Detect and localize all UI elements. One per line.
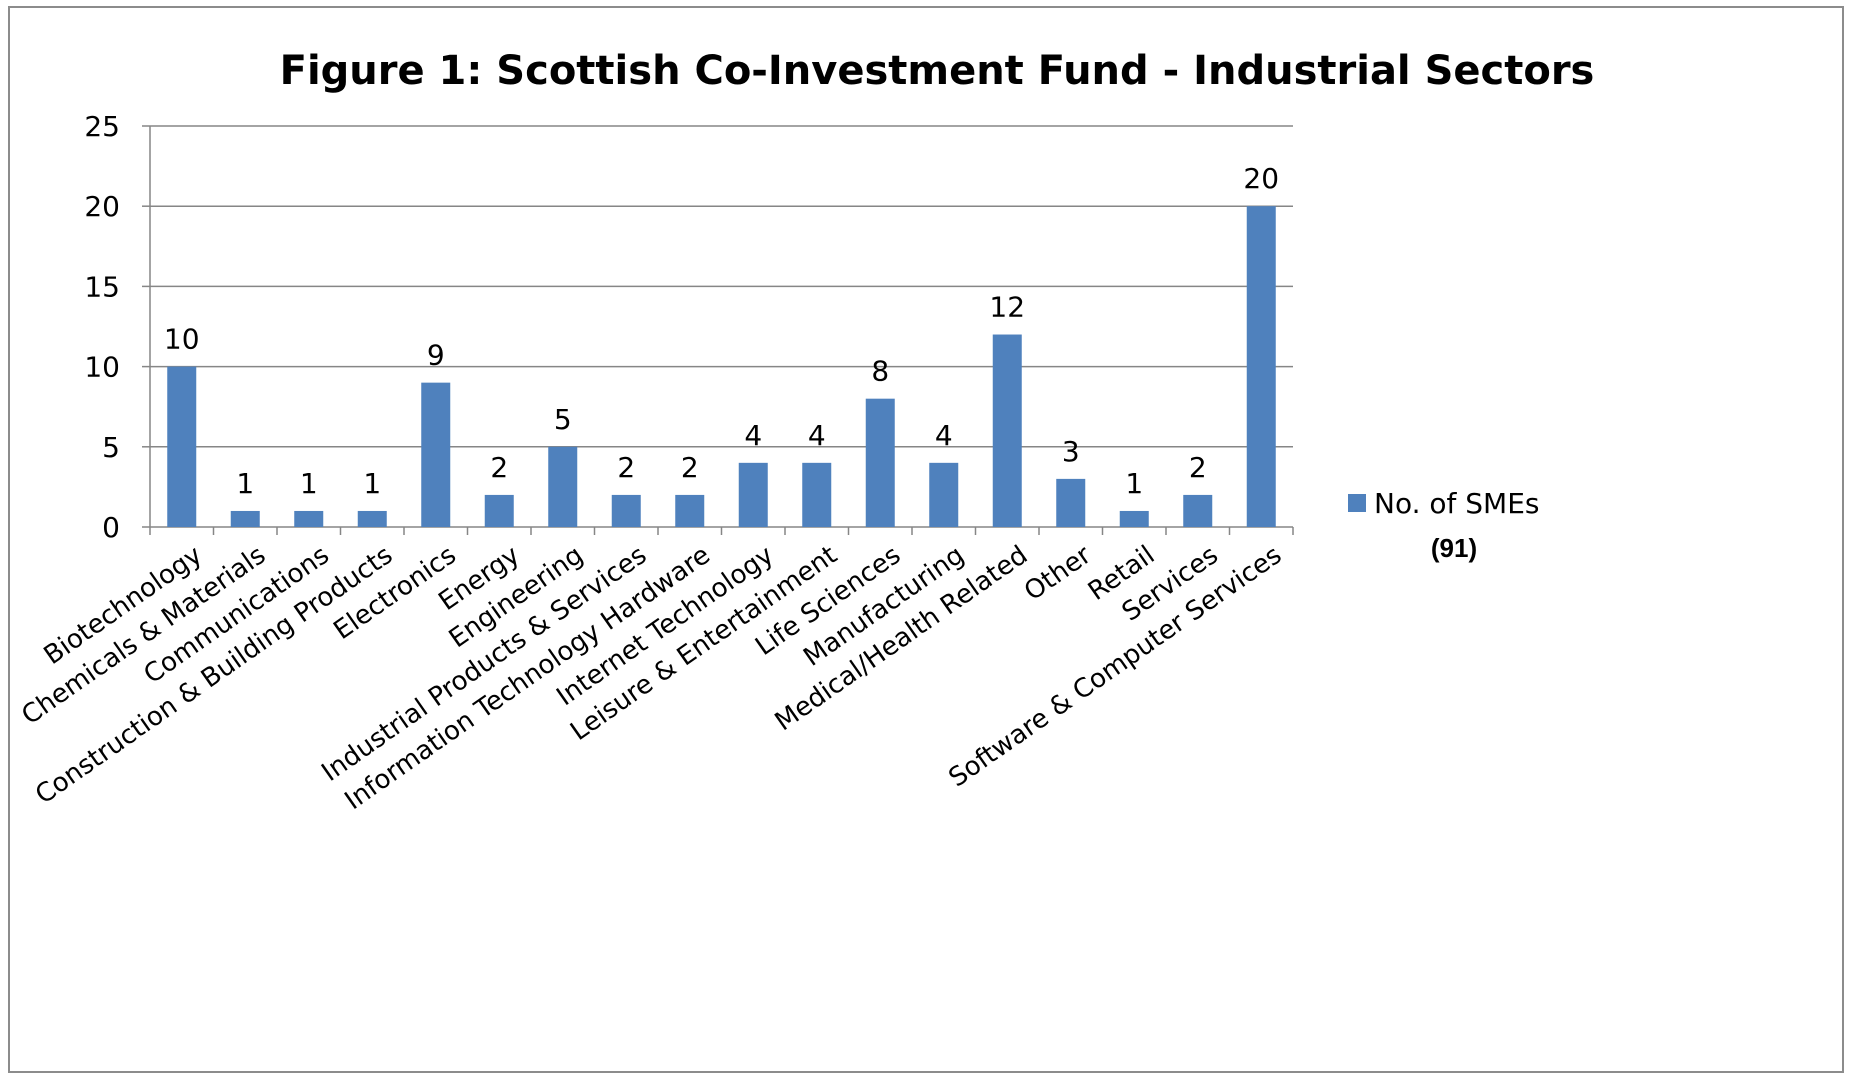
data-label: 10 xyxy=(164,323,200,356)
bar-13 xyxy=(992,334,1022,527)
data-label: 4 xyxy=(935,419,953,452)
bars xyxy=(167,206,1276,527)
bar-2 xyxy=(294,510,324,527)
bar-10 xyxy=(802,462,832,527)
bar-3 xyxy=(357,510,387,527)
bar-15 xyxy=(1119,510,1149,527)
data-label: 20 xyxy=(1243,162,1279,195)
bar-1 xyxy=(230,510,260,527)
bar-5 xyxy=(484,494,514,527)
data-label: 2 xyxy=(490,451,508,484)
data-label: 1 xyxy=(363,467,381,500)
y-tick-label: 0 xyxy=(102,511,120,544)
legend-total-note: (91) xyxy=(1431,533,1477,563)
legend-swatch xyxy=(1348,494,1366,512)
data-label: 8 xyxy=(871,355,889,388)
bar-4 xyxy=(421,382,451,527)
chart-frame xyxy=(8,6,1844,1073)
bar-17 xyxy=(1246,206,1276,527)
data-label: 1 xyxy=(300,467,318,500)
data-label: 5 xyxy=(554,403,572,436)
bar-7 xyxy=(611,494,641,527)
legend-label: No. of SMEs xyxy=(1374,487,1539,520)
data-label: 4 xyxy=(744,419,762,452)
y-tick-label: 25 xyxy=(84,110,120,143)
bar-11 xyxy=(865,398,895,527)
data-label: 4 xyxy=(808,419,826,452)
y-tick-label: 5 xyxy=(102,431,120,464)
data-label: 1 xyxy=(236,467,254,500)
bar-12 xyxy=(929,462,959,527)
data-label: 1 xyxy=(1125,467,1143,500)
gridlines xyxy=(150,125,1293,448)
y-tick-label: 10 xyxy=(84,351,120,384)
data-label: 2 xyxy=(1189,451,1207,484)
data-label: 9 xyxy=(427,339,445,372)
category-label: Other xyxy=(1019,540,1097,607)
data-label: 2 xyxy=(617,451,635,484)
bar-6 xyxy=(548,446,578,527)
bar-14 xyxy=(1056,478,1086,527)
y-tick-label: 20 xyxy=(84,190,120,223)
bar-8 xyxy=(675,494,705,527)
chart-title: Figure 1: Scottish Co-Investment Fund - … xyxy=(280,48,1595,94)
data-label: 3 xyxy=(1062,435,1080,468)
data-label: 2 xyxy=(681,451,699,484)
legend: No. of SMEs (91) xyxy=(1348,487,1539,563)
bar-0 xyxy=(167,366,197,527)
data-label: 12 xyxy=(989,291,1025,324)
bar-9 xyxy=(738,462,768,527)
y-tick-label: 15 xyxy=(84,270,120,303)
bar-16 xyxy=(1183,494,1213,527)
